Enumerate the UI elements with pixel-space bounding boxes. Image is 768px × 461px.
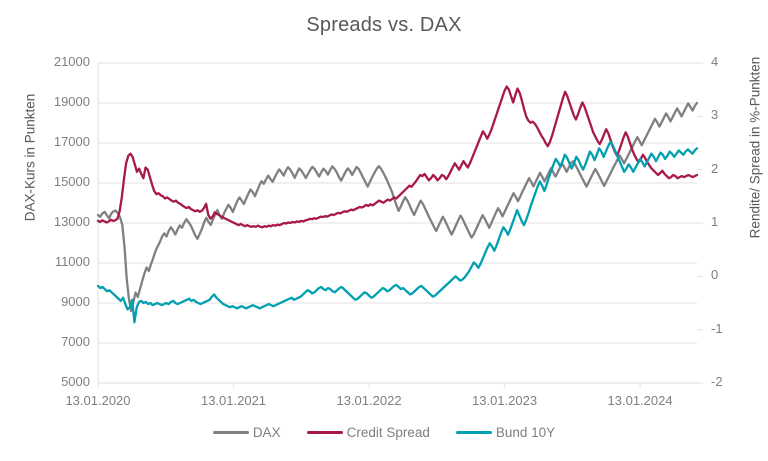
- legend-swatch-icon: [455, 430, 492, 435]
- series-line-dax: [96, 101, 699, 313]
- x-axis-tick: 13.01.2021: [200, 393, 267, 408]
- y-axis-right-tick: 3: [711, 107, 719, 123]
- y-axis-right-tick: 0: [711, 267, 719, 283]
- y-axis-left-tick: 17000: [53, 134, 90, 149]
- y-axis-left-title: DAX-Kurs in Punkten: [22, 93, 38, 222]
- legend-swatch-icon: [212, 430, 249, 435]
- y-axis-left-tick: 15000: [53, 174, 90, 189]
- y-axis-right-title: Rendite/ Spread in %-Punkten: [747, 56, 763, 239]
- y-axis-left-tick: 21000: [53, 54, 90, 69]
- x-axis-tick: 13.01.2022: [336, 393, 402, 408]
- y-axis-right-tick: -2: [711, 374, 723, 389]
- gridlines: [97, 62, 703, 388]
- chart-title: Spreads vs. DAX: [306, 14, 462, 36]
- x-axis-tick: 13.01.2024: [607, 393, 673, 408]
- y-axis-right-tick: 1: [711, 214, 719, 229]
- x-axis-tick: 13.01.2020: [65, 393, 131, 408]
- series-line-credit-spread: [96, 85, 699, 229]
- legend-item-dax[interactable]: DAX: [212, 425, 281, 440]
- series-lines: [96, 85, 699, 324]
- legend-label: Credit Spread: [346, 425, 430, 440]
- legend-item-credit-spread[interactable]: Credit Spread: [306, 425, 430, 440]
- y-axis-right-tick: 2: [711, 160, 719, 176]
- y-axis-left-tick: 11000: [54, 254, 90, 269]
- legend-swatch-icon: [306, 430, 343, 435]
- legend-item-bund-10y[interactable]: Bund 10Y: [455, 425, 556, 440]
- chart-legend: DAX Credit Spread Bund 10Y: [0, 425, 768, 440]
- series-line-bund-10y: [96, 140, 699, 324]
- y-axis-left-tick: 9000: [61, 294, 90, 309]
- y-axis-left-tick: 19000: [53, 94, 90, 109]
- legend-label: DAX: [252, 425, 281, 440]
- legend-label: Bund 10Y: [495, 425, 556, 440]
- y-axis-right-tick: -1: [711, 320, 723, 336]
- axis-lines: [97, 63, 697, 384]
- y-axis-right-tick: 4: [711, 54, 719, 69]
- y-axis-left-tick: 13000: [53, 214, 90, 229]
- y-axis-left-tick: 5000: [61, 374, 90, 389]
- y-axis-left-tick: 7000: [61, 334, 90, 349]
- x-axis-tick: 13.01.2023: [472, 393, 538, 408]
